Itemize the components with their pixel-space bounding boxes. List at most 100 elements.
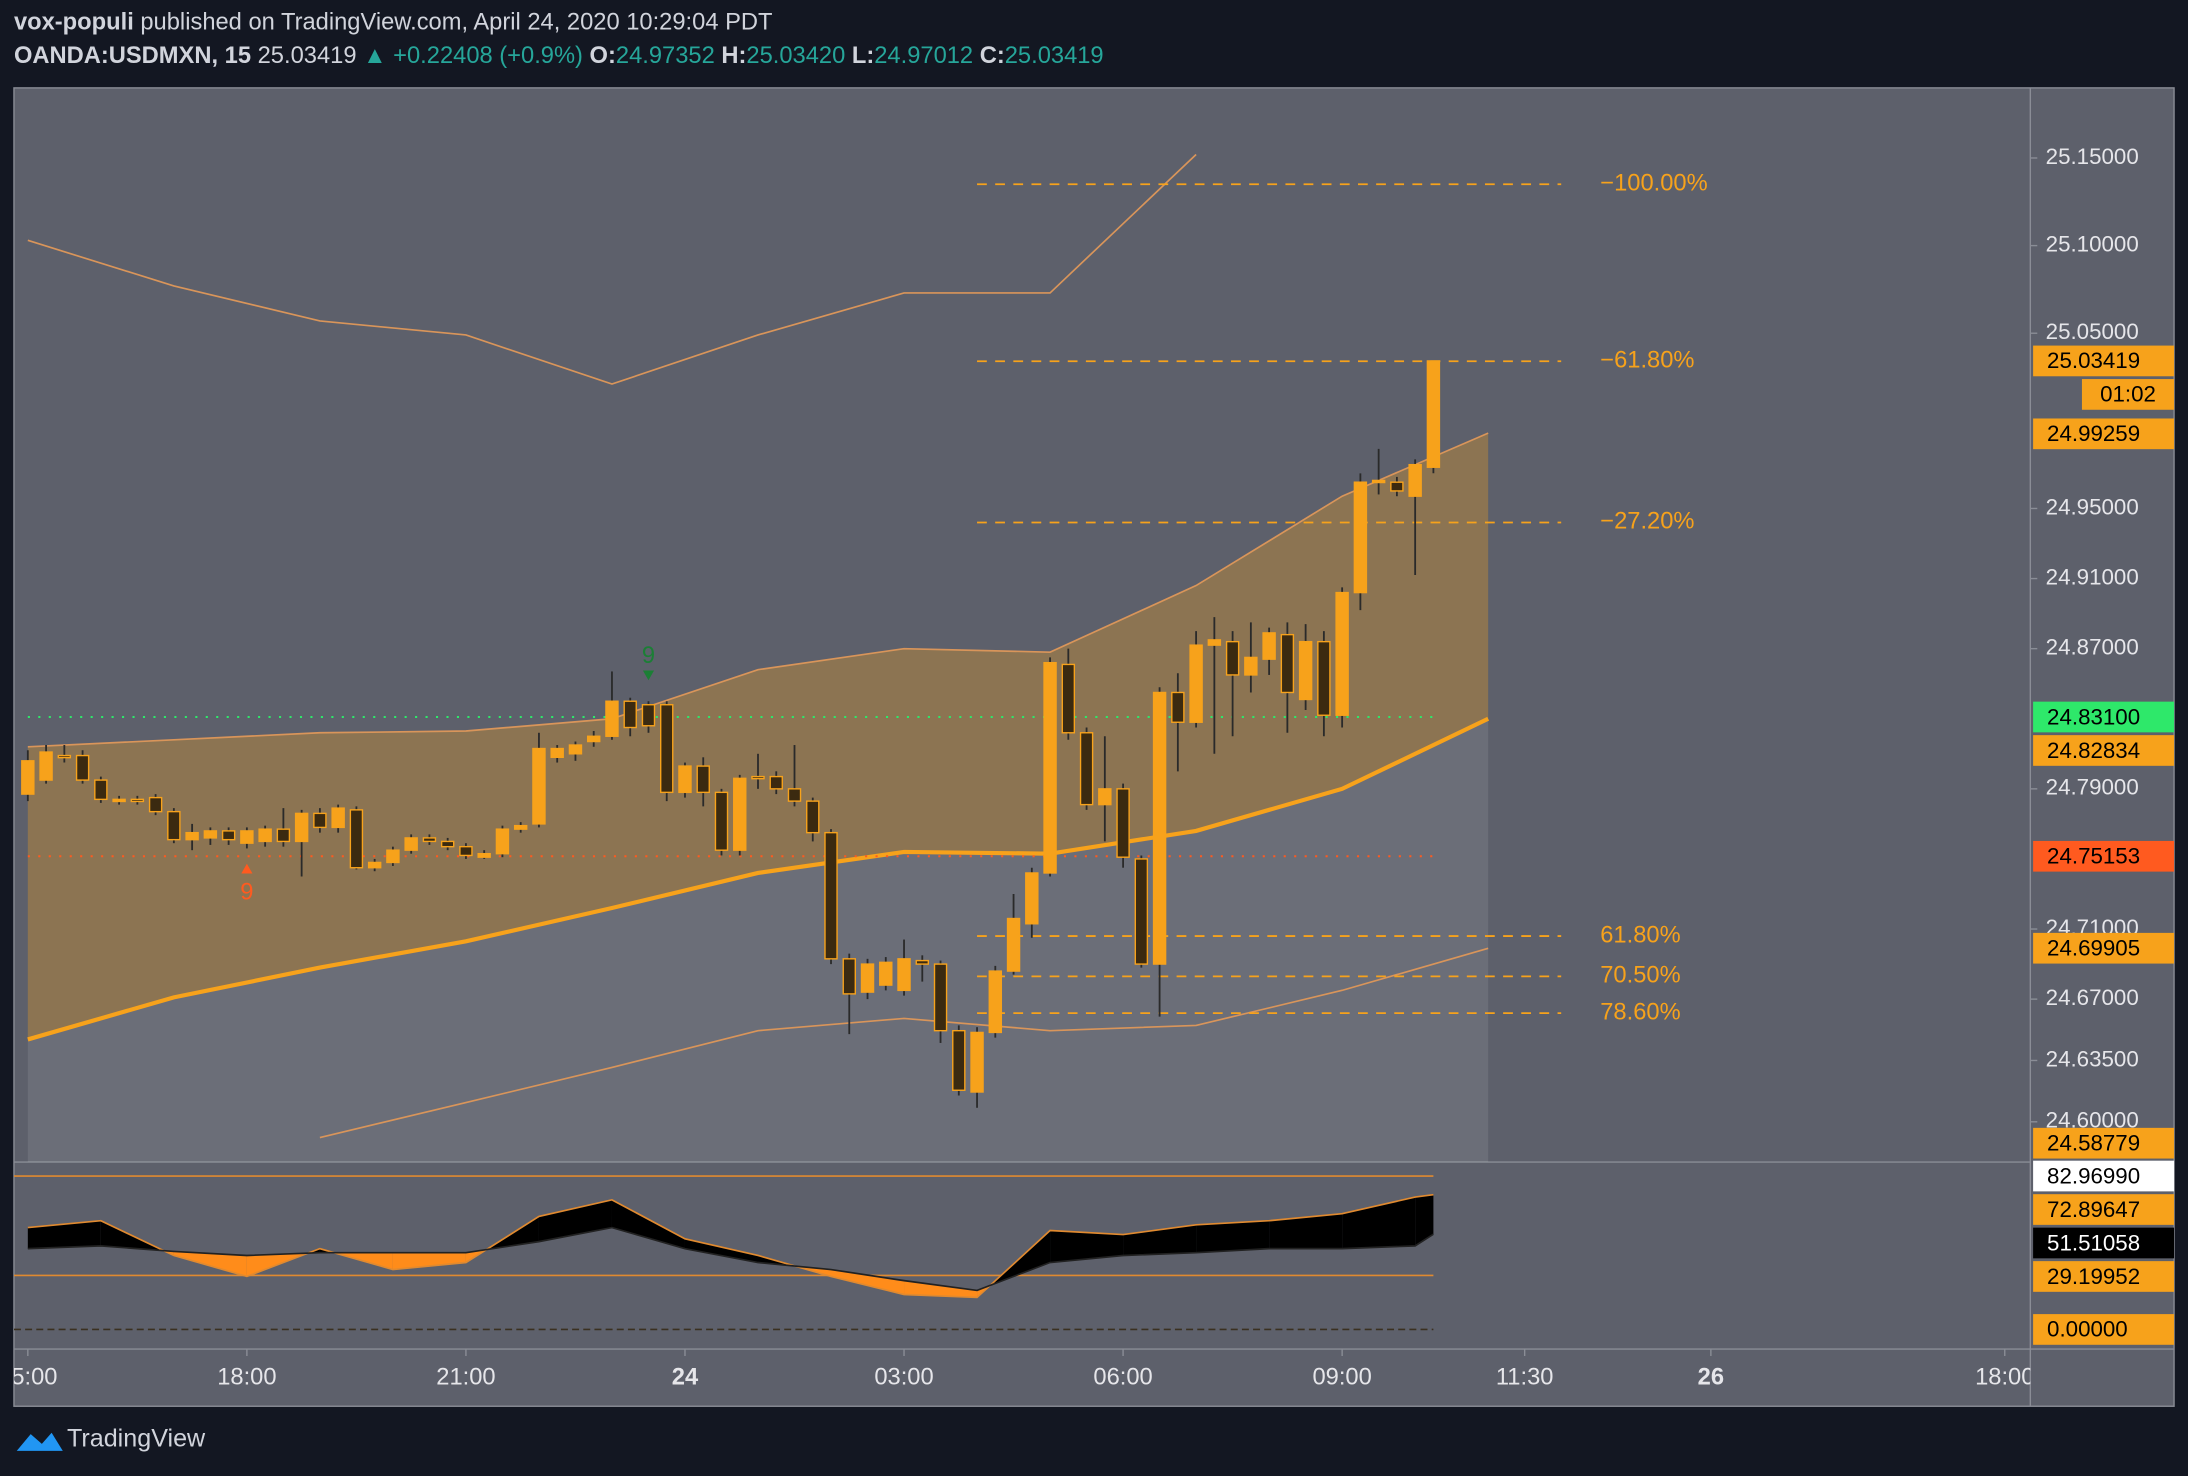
candle-body (422, 837, 437, 843)
indicator-line (27, 432, 1489, 748)
osc-fill (173, 1251, 247, 1277)
candle-body (623, 700, 637, 729)
logo-icon[interactable] (16, 1432, 63, 1451)
candle-body (167, 810, 181, 841)
osc-fill (1050, 1230, 1124, 1263)
candle-body (112, 798, 126, 803)
y-tick-label: 24.91000 (2046, 564, 2139, 589)
price-tag (2033, 1127, 2175, 1159)
candle-body (806, 800, 820, 834)
x-tick-label: 06:00 (1093, 1365, 1152, 1391)
osc-fill (904, 1280, 978, 1298)
osc-tag (2033, 1227, 2175, 1259)
osc-fill (1196, 1220, 1270, 1253)
candle-body (21, 760, 35, 795)
candle-body (1043, 661, 1057, 874)
candle-body (349, 809, 364, 869)
candle-body (568, 744, 583, 755)
last: 25.03419 (258, 43, 357, 69)
candle-body (660, 704, 674, 794)
y-tick-label: 24.87000 (2046, 635, 2139, 660)
candle-body (1408, 463, 1422, 497)
layer (13, 1175, 1434, 1331)
y-tick-label: 25.15000 (2046, 144, 2139, 169)
indicator-line (27, 153, 1197, 385)
candle-body (258, 828, 272, 843)
l-label: L: (852, 43, 874, 69)
candle-body (313, 812, 327, 829)
x-tick-label: 18:00 (217, 1365, 276, 1391)
candle-body (1280, 633, 1295, 694)
candle-body (75, 754, 90, 781)
candle-body (1079, 732, 1094, 806)
c: 25.03419 (1005, 43, 1104, 69)
candle-body (1426, 360, 1441, 468)
osc-fill (392, 1252, 466, 1270)
candle-body (459, 845, 473, 857)
layer: 15:00 18:00 21:00 24 03:00 06:00 09:00 11:30 26 1… (0, 1349, 2030, 1391)
candle-body (367, 861, 382, 869)
candle-body (933, 963, 948, 1032)
candle-body (897, 958, 911, 992)
brand[interactable]: TradingView (67, 1424, 206, 1452)
header: vox-populi published on TradingView.com,… (14, 10, 773, 36)
price-tag-label: 24.99259 (2047, 421, 2140, 446)
candle-body (714, 791, 729, 851)
osc-line (27, 1193, 1434, 1299)
osc-tag-label: 72.89647 (2047, 1197, 2140, 1222)
candle-body (130, 798, 145, 803)
candle-body (440, 840, 455, 848)
candle-body (203, 830, 218, 839)
candle-body (1225, 640, 1240, 676)
candle-body (1061, 663, 1076, 734)
h: 25.03420 (746, 43, 845, 69)
price-tag-label: 24.58779 (2047, 1130, 2140, 1155)
candle-body (988, 970, 1003, 1034)
x-tick-label: 24 (672, 1365, 699, 1391)
price-tag-label: 24.82834 (2047, 738, 2140, 763)
signal-label: 9 (642, 643, 655, 669)
osc-tag (2033, 1261, 2175, 1292)
signal-arrow (241, 863, 253, 874)
x-tick-label: 03:00 (874, 1365, 933, 1391)
chart-area (13, 87, 2175, 1407)
candle-body (678, 765, 692, 794)
candle-body (769, 775, 783, 790)
candle-body (1317, 640, 1331, 716)
candle-body (696, 765, 710, 794)
candle-body (733, 777, 747, 851)
price-tag (2033, 701, 2175, 733)
countdown: 01:02 (2100, 382, 2156, 407)
candle-body (605, 700, 619, 737)
candle-body (586, 735, 601, 743)
fib-label: 61.80% (1600, 922, 1680, 948)
fib-label: −100.00% (1600, 171, 1707, 197)
candle-body (94, 779, 108, 801)
osc-fill (1269, 1213, 1343, 1249)
price-tag (2033, 418, 2175, 450)
osc-fill (684, 1238, 758, 1263)
candle-body (952, 1029, 966, 1091)
osc-tag-label: 82.96990 (2047, 1163, 2140, 1188)
legend: OANDA:USDMXN, 15 25.03419 ▲ +0.22408 (+0… (14, 43, 1104, 69)
candle-body (39, 751, 53, 781)
candle-body (495, 828, 510, 855)
author: vox-populi (14, 10, 134, 36)
logo[interactable]: TradingView (16, 1424, 206, 1452)
candle-body (477, 852, 491, 858)
change: ▲ +0.22408 (+0.9%) (363, 43, 583, 69)
fib-label: 78.60% (1600, 999, 1680, 1025)
osc-tag-label: 51.51058 (2047, 1230, 2140, 1255)
y-tick-label: 25.05000 (2046, 319, 2139, 344)
candle-body (1116, 788, 1130, 858)
candle-body (1006, 917, 1021, 972)
x-tick-label: 21:00 (436, 1365, 495, 1391)
osc-tag (2033, 1314, 2175, 1345)
x-tick-label: 15:00 (0, 1365, 57, 1391)
candle-body (1244, 656, 1258, 676)
price-tag (2033, 840, 2175, 872)
osc-fill (538, 1199, 612, 1242)
osc-fill (1415, 1194, 1434, 1246)
candle-body (57, 754, 72, 759)
